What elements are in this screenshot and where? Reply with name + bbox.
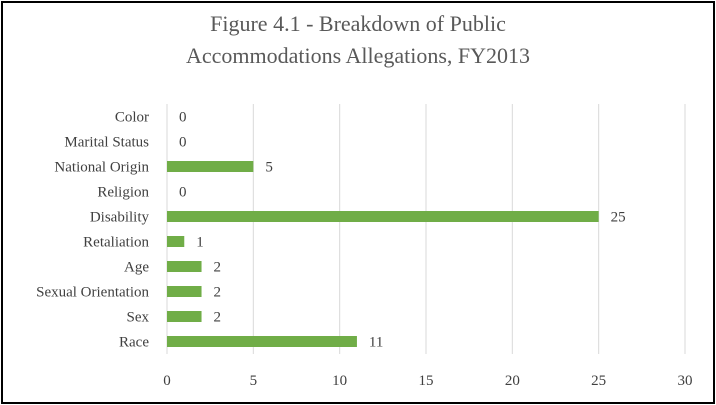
chart-title-line-2: Accommodations Allegations, FY2013 — [185, 43, 531, 68]
data-label: 0 — [179, 185, 187, 201]
data-label: 0 — [179, 135, 187, 151]
category-label: Marital Status — [64, 135, 149, 151]
data-label: 2 — [214, 260, 222, 276]
bar — [167, 236, 185, 247]
data-label: 2 — [214, 310, 222, 326]
category-label: Retaliation — [83, 235, 149, 251]
x-tick-label: 15 — [419, 373, 434, 389]
bar — [167, 336, 357, 347]
category-label: Religion — [97, 185, 149, 201]
x-tick-label: 5 — [250, 373, 258, 389]
data-label: 5 — [265, 160, 273, 176]
x-tick-label: 20 — [505, 373, 520, 389]
bar — [167, 261, 202, 272]
bar — [167, 211, 599, 222]
chart-title-line-1: Figure 4.1 - Breakdown of Public — [210, 11, 506, 36]
bar — [167, 161, 254, 172]
x-tick-label: 25 — [591, 373, 606, 389]
data-label: 11 — [369, 335, 383, 351]
chart-title: Figure 4.1 - Breakdown of Public Accommo… — [0, 8, 716, 72]
bar — [167, 311, 202, 322]
category-label: National Origin — [54, 160, 149, 176]
category-label: Color — [115, 110, 149, 126]
x-tick-label: 0 — [163, 373, 171, 389]
category-label: Sexual Orientation — [36, 285, 149, 301]
bar — [167, 286, 202, 297]
data-label: 25 — [611, 210, 626, 226]
x-tick-label: 10 — [332, 373, 347, 389]
x-tick-label: 30 — [678, 373, 693, 389]
data-label: 0 — [179, 110, 187, 126]
category-label: Sex — [127, 310, 150, 326]
data-label: 1 — [196, 235, 204, 251]
category-label: Age — [124, 260, 149, 276]
category-label: Disability — [90, 210, 150, 226]
category-label: Race — [119, 335, 149, 351]
data-label: 2 — [214, 285, 222, 301]
